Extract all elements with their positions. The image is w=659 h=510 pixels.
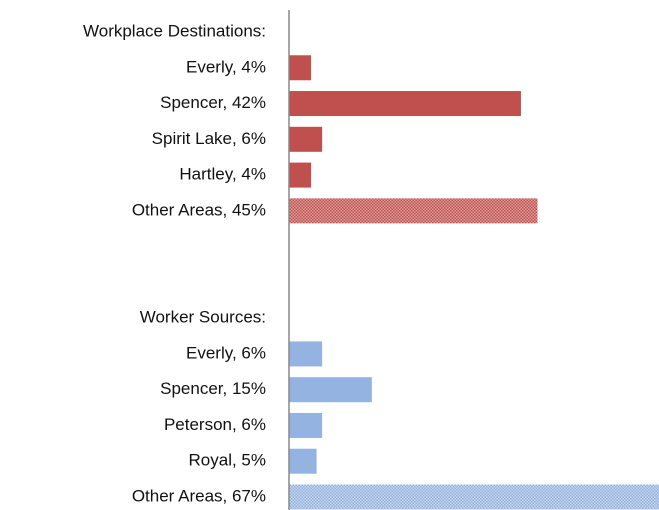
category-label: Everly, 4% bbox=[186, 57, 266, 76]
category-label: Everly, 6% bbox=[186, 343, 266, 362]
bar bbox=[289, 484, 659, 510]
bar bbox=[289, 341, 323, 367]
bar bbox=[289, 198, 538, 224]
bar bbox=[289, 162, 312, 188]
category-label: Hartley, 4% bbox=[179, 165, 266, 184]
bar bbox=[289, 55, 312, 81]
bar bbox=[289, 412, 323, 438]
category-label: Spencer, 42% bbox=[160, 93, 266, 112]
category-label: Workplace Destinations: bbox=[83, 21, 266, 40]
category-label: Other Areas, 45% bbox=[132, 200, 266, 219]
bar bbox=[289, 91, 521, 117]
bar bbox=[289, 377, 372, 403]
category-label: Royal, 5% bbox=[189, 451, 266, 470]
category-label: Peterson, 6% bbox=[164, 415, 266, 434]
bar bbox=[289, 126, 323, 152]
category-label: Other Areas, 67% bbox=[132, 486, 266, 505]
category-label: Spirit Lake, 6% bbox=[152, 129, 266, 148]
category-label: Worker Sources: bbox=[140, 308, 266, 327]
category-label: Spencer, 15% bbox=[160, 379, 266, 398]
bar bbox=[289, 448, 317, 474]
